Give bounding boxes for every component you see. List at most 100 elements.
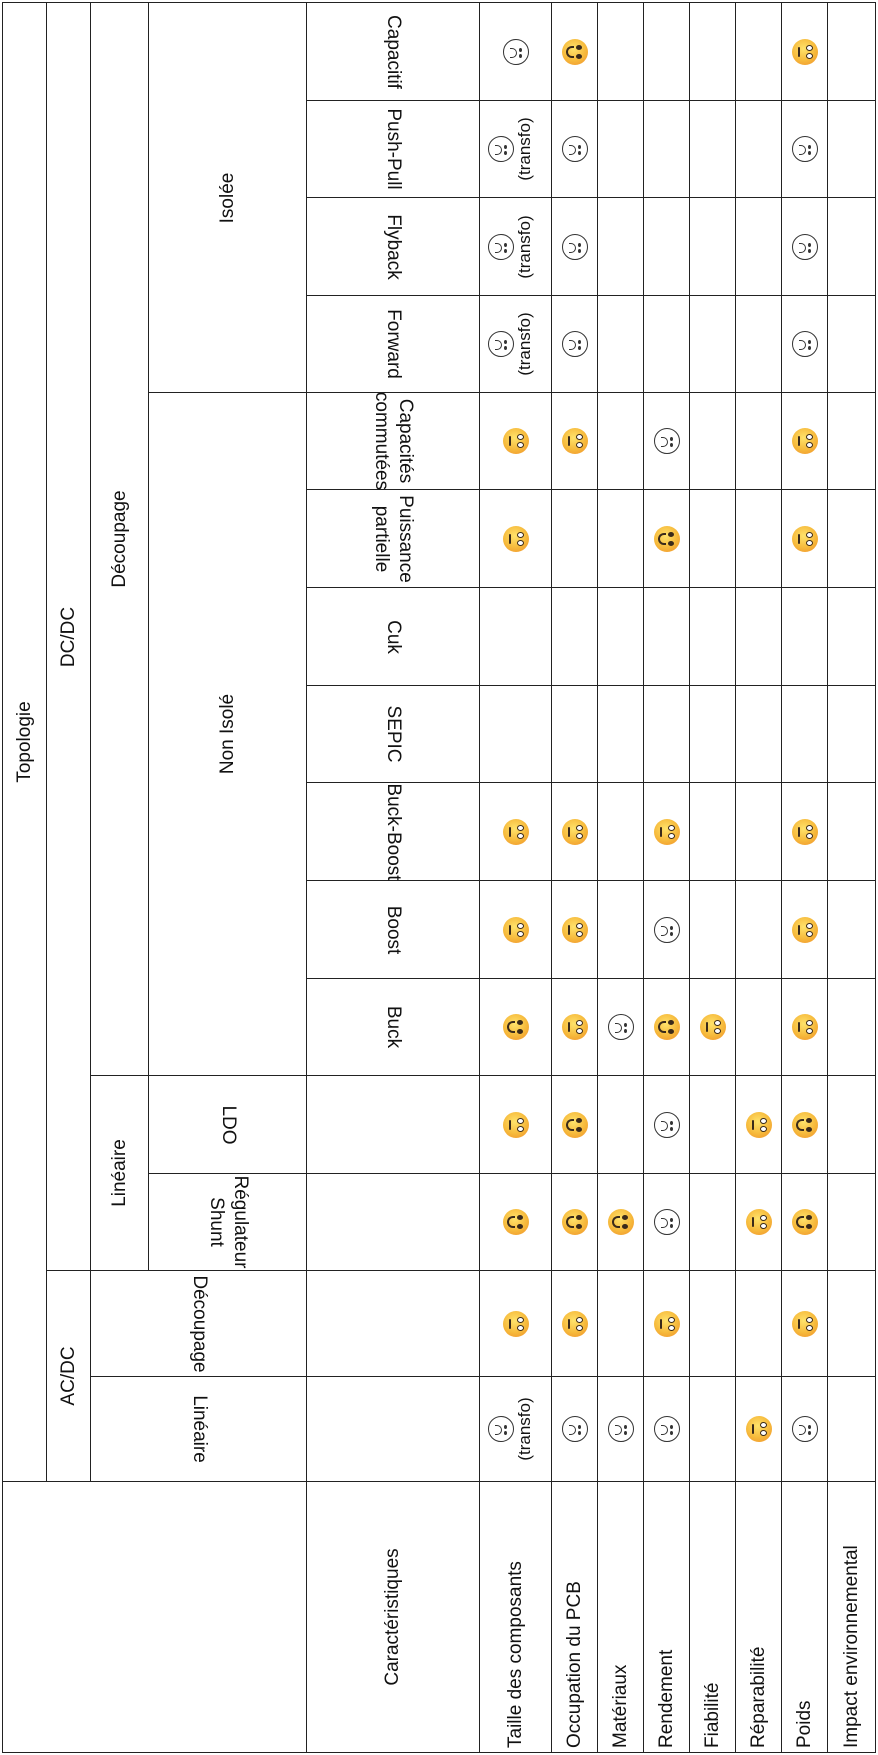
table-cell (643, 295, 690, 393)
table-cell (597, 685, 644, 783)
table-cell (827, 587, 876, 686)
table-cell (735, 1075, 782, 1174)
neutral-face-icon (502, 916, 529, 943)
frowning-face-icon (488, 1416, 514, 1442)
table-cell (643, 685, 690, 783)
frowning-face-icon (561, 136, 588, 162)
table-cell (735, 978, 782, 1076)
smiling-face-icon (791, 1209, 818, 1235)
table-cell (597, 587, 644, 686)
table-cell (689, 685, 736, 783)
col-header-decoupage-acdc: Découpage (90, 1270, 307, 1377)
transfo-note: (transfo) (515, 1397, 534, 1461)
neutral-face-icon (699, 1014, 726, 1040)
table-cell (735, 489, 782, 588)
header-caracteristiques-label: Caractéristiques (382, 1548, 404, 1686)
col-ldo-label: LDO (217, 1104, 239, 1145)
header-acdc-label: AC/DC (57, 1346, 79, 1406)
header-non-isole: Non Isolé (148, 392, 307, 1076)
neutral-face-icon (791, 1310, 818, 1337)
frowning-face-icon (488, 233, 514, 260)
smiling-face-icon (607, 1209, 634, 1235)
table-cell (689, 100, 736, 198)
neutral-face-icon (745, 1209, 772, 1235)
col-lineaire-acdc-label: Linéaire (188, 1395, 210, 1463)
neutral-face-icon (561, 428, 588, 454)
neutral-face-icon (502, 525, 529, 552)
row-header: Matériaux (597, 1481, 644, 1753)
frowning-face-icon (653, 916, 680, 943)
neutral-face-icon (561, 818, 588, 845)
table-cell (689, 1075, 736, 1174)
header-topologie-label: Topologie (13, 701, 35, 783)
table-cell (735, 2, 782, 101)
col-header-puissance-partielle: Puissance partielle (306, 489, 480, 588)
neutral-face-icon (561, 916, 588, 943)
col-decoupage-acdc-label: Découpage (188, 1274, 210, 1373)
table-cell (643, 2, 690, 101)
table-cell (551, 1376, 598, 1482)
table-cell (827, 880, 876, 979)
table-cell (551, 587, 598, 686)
col-header-flyback: Flyback (306, 197, 480, 296)
row-header: Réparabilité (735, 1481, 782, 1753)
smiling-face-icon (502, 1209, 529, 1235)
table-cell (689, 489, 736, 588)
neutral-face-icon (791, 818, 818, 845)
frowning-face-icon (561, 233, 588, 260)
table-cell (597, 100, 644, 198)
smiling-face-icon (653, 1014, 680, 1040)
table-cell (551, 685, 598, 783)
table-cell (827, 2, 876, 101)
col-header-forward: Forward (306, 295, 480, 393)
table-cell (735, 685, 782, 783)
table-cell (735, 880, 782, 979)
transfo-note: (transfo) (515, 312, 534, 376)
row-label: Rendement (655, 1649, 677, 1748)
table-cell (735, 100, 782, 198)
frowning-face-icon (607, 1014, 634, 1040)
table-cell (597, 1075, 644, 1174)
header-caracteristiques (2, 1481, 307, 1753)
header-decoupage-group: Découpage (90, 2, 149, 1076)
transfo-note: (transfo) (515, 214, 534, 279)
col-header-push-pull: Push-Pull (306, 100, 480, 198)
col-header-cuk: Cuk (306, 587, 480, 686)
frowning-face-icon (653, 1209, 680, 1235)
header-non-isole-label: Non Isolé (216, 693, 238, 775)
table-cell (597, 489, 644, 588)
table-cell (827, 1075, 876, 1174)
header-caracteristiques-cell: Caractéristiques (306, 1481, 480, 1753)
row-label: Taille des composants (504, 1561, 526, 1748)
frowning-face-icon (653, 1111, 680, 1138)
col-header-boost: Boost (306, 880, 480, 979)
header-dcdc: DC/DC (46, 2, 91, 1271)
table-cell (827, 100, 876, 198)
col-label: Capacitif (382, 14, 404, 89)
header-decoupage-group-label: Découpage (108, 490, 130, 588)
row-header: Poids (781, 1481, 828, 1753)
table-cell (827, 1173, 876, 1271)
header-lineaire-group-label: Linéaire (108, 1139, 130, 1207)
header-isolee-label: Isolée (216, 172, 238, 223)
table-cell (551, 295, 598, 393)
neutral-face-icon (791, 428, 818, 454)
table-cell (689, 1173, 736, 1271)
frowning-face-icon (561, 1416, 588, 1442)
col-header-spacer (306, 1376, 480, 1482)
row-label: Poids (793, 1700, 815, 1748)
table-cell (735, 782, 782, 881)
table-cell (689, 295, 736, 393)
table-cell (827, 978, 876, 1076)
table-cell (551, 489, 598, 588)
table-cell (597, 2, 644, 101)
frowning-face-icon (791, 136, 818, 162)
table-cell (479, 587, 552, 686)
col-header-ldo: LDO (148, 1075, 307, 1174)
table-cell (735, 587, 782, 686)
col-header-lineaire-acdc: Linéaire (90, 1376, 307, 1482)
header-acdc: AC/DC (46, 1270, 91, 1482)
col-header-regulateur-shunt: Régulateur Shunt (148, 1173, 307, 1271)
frowning-face-icon (561, 331, 588, 357)
table-cell (597, 1270, 644, 1377)
